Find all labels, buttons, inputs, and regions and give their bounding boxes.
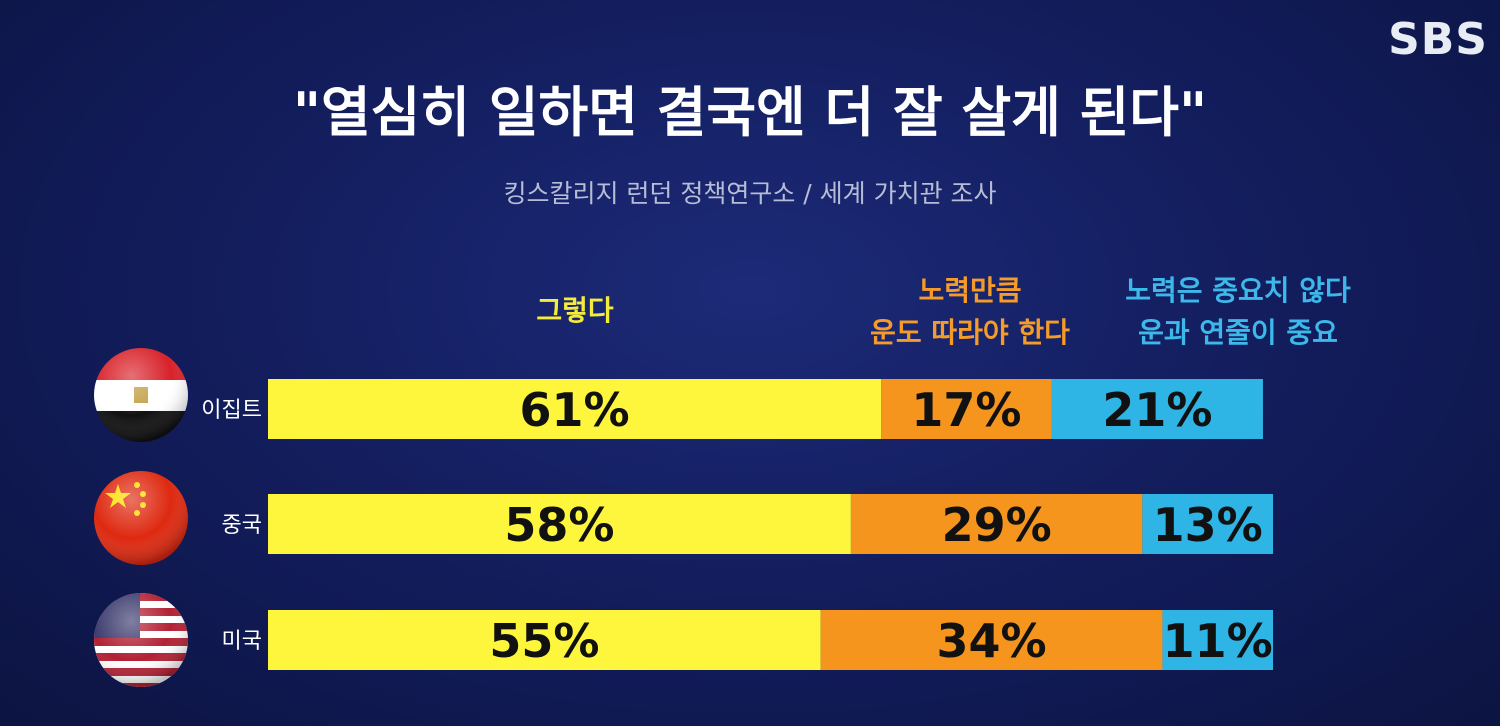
bar-notimportant-1	[1142, 494, 1273, 554]
bar-luck-2	[820, 610, 1163, 670]
chart-title: "열심히 일하면 결국엔 더 잘 살게 된다"	[292, 81, 1208, 144]
bar-notimportant-0	[1051, 379, 1263, 439]
bar-luck-0	[881, 379, 1052, 439]
category-label-0: 이집트	[201, 398, 262, 423]
data-label-notimportant-1: 13%	[1153, 498, 1263, 552]
data-label-luck-2: 34%	[937, 614, 1047, 668]
bar-yes-1	[268, 494, 851, 554]
bar-luck-1	[850, 494, 1143, 554]
legend-luck-line2: 운도 따라야 한다	[870, 316, 1070, 349]
legend-notimportant-line1: 노력은 중요치 않다	[1125, 274, 1351, 307]
bar-yes-2	[268, 610, 821, 670]
legend-yes-label: 그렇다	[536, 294, 614, 327]
legend-yes: 그렇다	[500, 290, 650, 332]
data-label-luck-1: 29%	[942, 498, 1052, 552]
bar-notimportant-2	[1162, 610, 1273, 670]
legend-luck: 노력만큼 운도 따라야 한다	[820, 270, 1120, 354]
data-label-yes-0: 61%	[519, 383, 629, 437]
chart-subtitle: 킹스칼리지 런던 정책연구소 / 세계 가치관 조사	[503, 179, 997, 208]
data-label-notimportant-2: 11%	[1163, 614, 1273, 668]
legend-notimportant: 노력은 중요치 않다 운과 연줄이 중요	[1088, 270, 1388, 354]
category-label-2: 미국	[222, 629, 262, 654]
legend-notimportant-line2: 운과 연줄이 중요	[1138, 316, 1338, 349]
sbs-logo: SBS	[1388, 14, 1488, 65]
data-label-notimportant-0: 21%	[1102, 383, 1212, 437]
bar-yes-0	[268, 379, 882, 439]
usa-flag-icon	[94, 593, 188, 687]
legend-luck-line1: 노력만큼	[918, 274, 1022, 307]
data-label-yes-2: 55%	[489, 614, 599, 668]
egypt-flag-icon	[94, 348, 188, 442]
china-flag-icon	[94, 471, 188, 565]
data-label-yes-1: 58%	[504, 498, 614, 552]
data-label-luck-0: 17%	[911, 383, 1021, 437]
category-label-1: 중국	[222, 513, 262, 538]
